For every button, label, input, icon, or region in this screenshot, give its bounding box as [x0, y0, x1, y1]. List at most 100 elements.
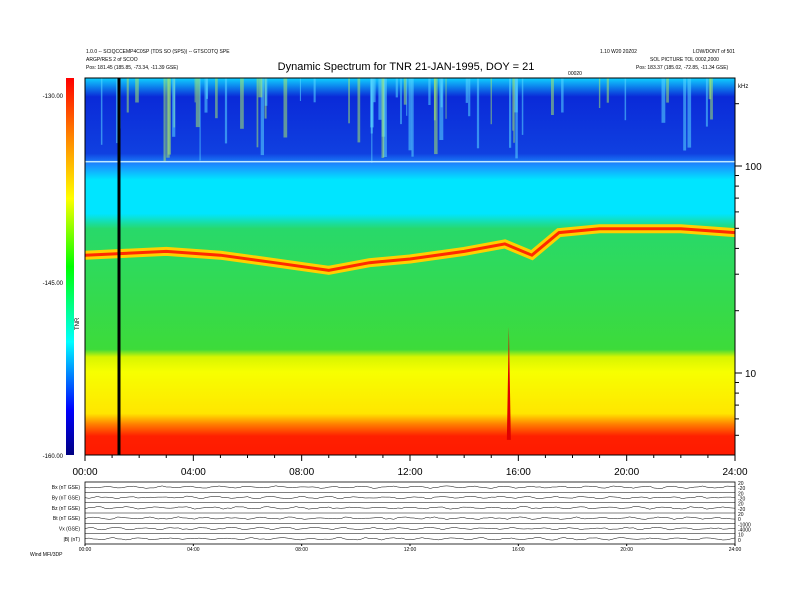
streak — [256, 78, 259, 148]
streak — [378, 78, 382, 120]
streak — [400, 78, 402, 125]
panel-right-tick: 0 — [738, 538, 741, 544]
streak — [512, 78, 514, 131]
panel-label: Vx (GSE) — [59, 527, 80, 533]
streak — [299, 78, 301, 101]
panel-right-tick: -20 — [738, 507, 745, 513]
time-marker-line — [117, 78, 121, 455]
streak — [126, 78, 129, 113]
panel-trace — [84, 506, 736, 510]
streak — [561, 78, 564, 113]
streak — [428, 78, 431, 105]
streak — [348, 78, 350, 124]
streak — [406, 78, 408, 116]
lower-x-tick-label: 00:00 — [79, 547, 92, 553]
panel-right-tick: -20 — [738, 486, 745, 492]
right-axis — [734, 78, 742, 455]
horizontal-artifact-line — [85, 160, 735, 163]
streak — [666, 78, 669, 103]
streak — [433, 78, 436, 121]
panel-right-tick: -1000 — [738, 522, 751, 528]
streak — [373, 78, 376, 103]
streak — [313, 78, 316, 103]
colorbar — [66, 78, 74, 455]
streak — [195, 78, 200, 128]
streak — [215, 78, 218, 119]
x-tick-label: 08:00 — [289, 467, 314, 478]
panel-trace — [84, 526, 735, 531]
panel-trace — [84, 516, 736, 520]
lower-x-tick-label: 04:00 — [187, 547, 200, 553]
header-left-line-2: ARGP/RES 2 of SCOO — [86, 57, 138, 63]
streak — [687, 78, 692, 148]
lower-x-tick-label: 16:00 — [512, 547, 525, 553]
streak — [167, 78, 171, 155]
header-left-line-1: 1.0.0 -- SCIQCCEMP4C0SP (TDS SO (SPS)) -… — [86, 49, 230, 55]
streak — [383, 78, 387, 157]
streak — [445, 78, 447, 119]
streak — [408, 78, 412, 151]
x-tick-label: 20:00 — [614, 467, 639, 478]
streak — [509, 78, 512, 148]
streak — [100, 78, 103, 145]
streak — [194, 78, 196, 103]
panel-label: Bx (nT GSE) — [52, 485, 81, 491]
x-tick-label: 24:00 — [722, 467, 747, 478]
streak — [264, 78, 268, 106]
panel-right-tick: 10 — [738, 533, 744, 539]
x-tick-label: 04:00 — [181, 467, 206, 478]
header-left: 1.0.0 -- SCIQCCEMP4C0SP (TDS SO (SPS)) -… — [86, 49, 230, 71]
streak — [606, 78, 609, 103]
panel-label: Bz (nT GSE) — [52, 506, 81, 512]
x-tick-label: 16:00 — [506, 467, 531, 478]
colorbar-tick-bottom: -160.00 — [43, 454, 64, 460]
right-tick-10: 10 — [745, 369, 757, 380]
streak — [240, 78, 244, 129]
streak — [283, 78, 288, 138]
streak — [513, 78, 515, 143]
lower-x-tick-label: 08:00 — [295, 547, 308, 553]
colorbar-tick-mid: -145.00 — [43, 281, 64, 287]
x-tick-label: 00:00 — [72, 467, 97, 478]
streak — [199, 78, 201, 161]
panel-right-tick: 20 — [738, 491, 744, 497]
streak — [224, 78, 228, 144]
panel-trace — [84, 495, 736, 500]
header-left-line-3: Pos: 181.45 (185.85, -73.34, -11.39 GSE) — [86, 65, 179, 71]
panel-right-tick: -20 — [738, 497, 745, 503]
streak — [116, 78, 119, 144]
streak — [521, 78, 524, 135]
header-right: 1.10 W20 20Z02 LOW/DONT of 501 SOL PICTU… — [600, 49, 735, 71]
streak — [411, 78, 414, 157]
lower-footer: Wind MFI/3DP — [30, 552, 63, 558]
right-axis-units: kHz — [738, 84, 748, 90]
streak — [683, 78, 687, 151]
streak — [490, 78, 492, 125]
streak — [371, 78, 373, 163]
streak — [710, 78, 713, 120]
panel-right-tick: 20 — [738, 481, 744, 487]
header-right-line-3: SOL PICTURE TOL 0002,2000 — [650, 57, 719, 63]
streak — [260, 78, 264, 156]
streak — [468, 78, 471, 117]
streak — [258, 78, 263, 98]
panel-right-tick: 20 — [738, 502, 744, 508]
lower-x-tick-label: 20:00 — [620, 547, 633, 553]
panel-label: |B| (nT) — [64, 537, 81, 543]
lower-panels: Bx (nT GSE) By (nT GSE) Bz (nT GSE) Bt (nT … — [52, 481, 751, 553]
lower-x-tick-label: 24:00 — [729, 547, 742, 553]
chart-title: Dynamic Spectrum for TNR 21-JAN-1995, DO… — [278, 61, 535, 73]
plasma-line — [84, 227, 736, 272]
right-tick-100: 100 — [745, 162, 762, 173]
streak — [551, 78, 554, 115]
panel-trace — [84, 537, 736, 541]
streak — [439, 78, 444, 140]
streak — [598, 78, 601, 108]
header-right-line-4: Pos: 183.37 (185.02, -72.85, -11.34 GSE) — [636, 65, 729, 71]
streak — [163, 78, 166, 162]
lower-x-tick-label: 12:00 — [404, 547, 417, 553]
streak — [661, 78, 666, 123]
streak — [403, 78, 407, 105]
header-right-line-1: 1.10 W20 20Z02 — [600, 49, 637, 55]
